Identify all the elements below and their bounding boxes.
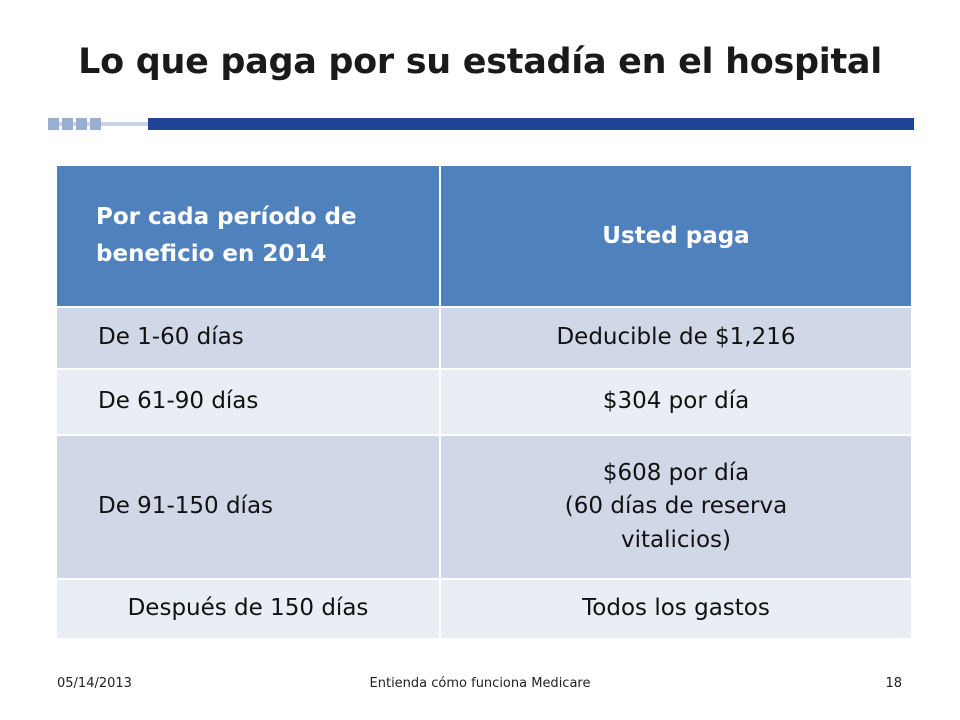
- payment-cell: $608 por día (60 días de reserva vitalic…: [440, 434, 911, 579]
- header-benefit-period: Por cada período de beneficio en 2014: [57, 166, 441, 307]
- period-cell: De 1-60 días: [57, 306, 441, 369]
- footer-title: Entienda cómo funciona Medicare: [369, 676, 591, 691]
- cost-table: Por cada período de beneficio en 2014 Us…: [57, 166, 911, 638]
- payment-cell: $304 por día: [440, 368, 911, 435]
- table-row: Después de 150 días Todos los gastos: [57, 578, 911, 638]
- period-cell: Después de 150 días: [57, 578, 441, 638]
- footer-date: 05/14/2013: [57, 676, 132, 691]
- period-cell: De 91-150 días: [57, 434, 441, 579]
- payment-cell: Todos los gastos: [440, 578, 911, 638]
- slide-title: Lo que paga por su estadía en el hospita…: [78, 42, 882, 82]
- title-underline: [48, 118, 914, 130]
- table-row: De 91-150 días $608 por día (60 días de …: [57, 434, 911, 579]
- payment-line: $608 por día: [602, 459, 750, 486]
- table-row: De 61-90 días $304 por día: [57, 368, 911, 435]
- payment-line: vitalicios): [621, 526, 731, 553]
- payment-line: (60 días de reserva: [564, 493, 788, 520]
- payment-cell: Deducible de $1,216: [440, 306, 911, 369]
- table-row: De 1-60 días Deducible de $1,216: [57, 306, 911, 369]
- slide-number: 18: [885, 676, 902, 691]
- header-you-pay: Usted paga: [440, 166, 911, 307]
- period-cell: De 61-90 días: [57, 368, 441, 435]
